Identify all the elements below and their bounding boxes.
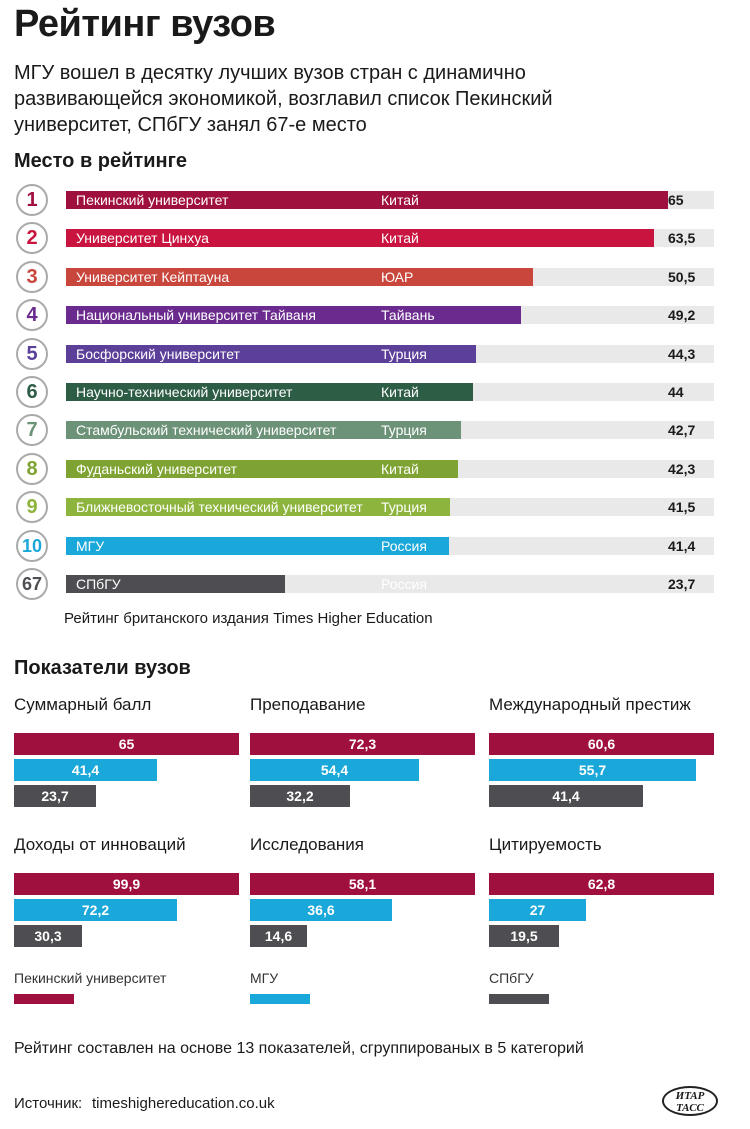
university-label: Пекинский университет <box>76 192 229 208</box>
itar-tass-logo: ИТАР ТАСС <box>662 1086 718 1116</box>
indicator-title: Доходы от инноваций <box>14 835 186 854</box>
legend-swatch <box>250 994 310 1004</box>
bar <box>66 575 285 593</box>
bar <box>66 421 461 440</box>
source-label: Источник: <box>14 1095 83 1112</box>
bar: 32,2 <box>250 785 350 807</box>
bar: 65 <box>14 733 239 755</box>
bar: 27 <box>489 899 586 921</box>
country-label: Россия <box>381 537 427 554</box>
bar: 36,6 <box>250 899 392 921</box>
bar <box>66 383 473 401</box>
rank-badge: 10 <box>16 529 48 562</box>
score-label: 23,7 <box>668 576 696 592</box>
bar <box>66 344 476 363</box>
indicator-title: Международный престиж <box>489 695 691 714</box>
bar: 55,7 <box>489 759 696 781</box>
country-label: ЮАР <box>381 268 414 285</box>
ranking-chart: 1 Пекинский университет Китай 65 2 Университе… <box>0 182 750 602</box>
legend-label: СПбГУ <box>489 970 534 986</box>
score-label: 42,7 <box>668 422 696 439</box>
university-label: Босфорский университет <box>76 345 240 362</box>
bar: 41,4 <box>14 759 157 781</box>
page-subtitle: МГУ вошел в десятку лучших вузов стран с… <box>14 62 553 136</box>
score-label: 41,4 <box>668 537 696 554</box>
university-label: Университет Цинхуа <box>76 230 209 247</box>
indicators-heading: Показатели вузов <box>14 657 191 679</box>
bar: 72,2 <box>14 899 177 921</box>
university-label: Университет Кейптауна <box>76 268 230 285</box>
bar <box>66 459 458 478</box>
university-label: МГУ <box>76 537 105 554</box>
bar <box>66 498 450 517</box>
bar <box>66 191 668 209</box>
bar: 14,6 <box>250 925 307 947</box>
score-label: 42,3 <box>668 460 696 477</box>
score-label: 65 <box>668 192 684 208</box>
bar <box>66 536 449 555</box>
bar: 23,7 <box>14 785 96 807</box>
bar <box>66 267 533 286</box>
country-label: Турция <box>381 345 427 362</box>
bar: 62,8 <box>489 873 714 895</box>
bar: 19,5 <box>489 925 559 947</box>
rank-badge: 67 <box>16 568 48 600</box>
bar: 41,4 <box>489 785 643 807</box>
university-label: СПбГУ <box>76 576 121 592</box>
legend-swatch <box>489 994 549 1004</box>
bar: 54,4 <box>250 759 419 781</box>
ranking-heading: Место в рейтинге <box>14 150 188 172</box>
rank-badge: 7 <box>16 414 48 447</box>
legend-label: Пекинский университет <box>14 970 167 986</box>
country-label: Турция <box>381 499 427 516</box>
legend-label: МГУ <box>250 970 279 986</box>
rank-badge: 9 <box>16 491 48 524</box>
university-label: Национальный университет Тайваня <box>76 307 317 324</box>
indicator-title: Преподавание <box>250 695 366 714</box>
page-title: Рейтинг вузов <box>14 3 276 45</box>
country-label: Тайвань <box>381 307 435 324</box>
ranking-note: Рейтинг британского издания Times Higher… <box>64 610 433 627</box>
rank-badge: 1 <box>16 184 48 216</box>
rank-badge: 5 <box>16 337 48 370</box>
rank-badge: 2 <box>16 222 48 255</box>
score-label: 50,5 <box>668 268 696 285</box>
score-label: 49,2 <box>668 307 696 324</box>
rank-badge: 6 <box>16 376 48 408</box>
rank-badge: 4 <box>16 299 48 332</box>
indicator-title: Исследования <box>250 835 364 854</box>
country-label: Китай <box>381 460 419 477</box>
country-label: Китай <box>381 384 419 400</box>
score-label: 63,5 <box>668 230 696 247</box>
university-label: Научно-технический университет <box>76 384 293 400</box>
rank-badge: 8 <box>16 452 48 485</box>
bar <box>66 229 654 248</box>
score-label: 44,3 <box>668 345 696 362</box>
indicator-title: Цитируемость <box>489 835 602 854</box>
rank-badge: 3 <box>16 260 48 293</box>
bar: 30,3 <box>14 925 82 947</box>
university-label: Стамбульский технический университет <box>76 422 337 439</box>
score-label: 44 <box>668 384 684 400</box>
bar <box>66 306 521 325</box>
bar: 72,3 <box>250 733 475 755</box>
bar: 99,9 <box>14 873 239 895</box>
footnote: Рейтинг составлен на основе 13 показател… <box>14 1040 584 1057</box>
indicator-title: Суммарный балл <box>14 695 152 714</box>
country-label: Турция <box>381 422 427 439</box>
score-label: 41,5 <box>668 499 696 516</box>
country-label: Китай <box>381 230 419 247</box>
bar: 58,1 <box>250 873 475 895</box>
university-label: Ближневосточный технический университет <box>76 499 363 516</box>
university-label: Фуданьский университет <box>76 460 238 477</box>
bar: 60,6 <box>489 733 714 755</box>
legend-swatch <box>14 994 74 1004</box>
country-label: Россия <box>381 576 427 592</box>
country-label: Китай <box>381 192 419 208</box>
source-url: timeshighereducation.co.uk <box>92 1095 275 1112</box>
